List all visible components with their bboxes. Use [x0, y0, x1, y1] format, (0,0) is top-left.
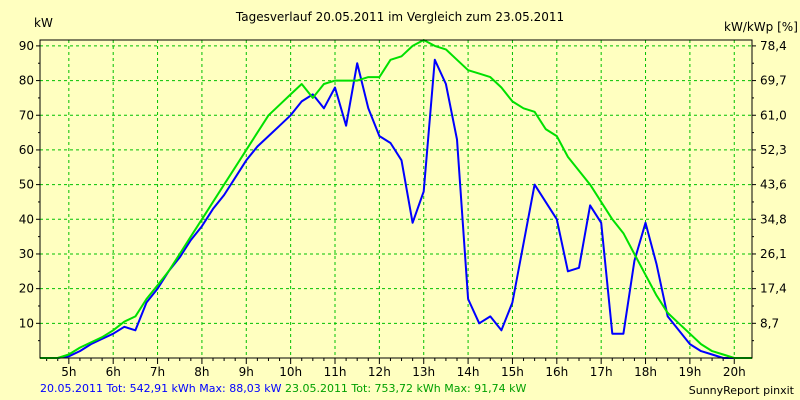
- x-tick-label: 15h: [501, 365, 524, 379]
- y-left-tick-label: 10: [19, 316, 34, 330]
- y-right-tick-label: 52,3: [760, 143, 787, 157]
- plot-frame: [39, 39, 753, 359]
- y-left-tick-label: 50: [19, 178, 34, 192]
- y-right-tick-label: 17,4: [760, 282, 787, 296]
- chart-title: Tagesverlauf 20.05.2011 im Vergleich zum…: [235, 10, 565, 24]
- y-right-tick-label: 8,7: [760, 316, 779, 330]
- y-right-tick-label: 34,8: [760, 212, 787, 226]
- x-tick-label: 18h: [634, 365, 657, 379]
- x-tick-label: 6h: [106, 365, 121, 379]
- x-tick-label: 8h: [194, 365, 209, 379]
- x-tick-label: 13h: [412, 365, 435, 379]
- y-left-tick-label: 20: [19, 282, 34, 296]
- x-tick-label: 16h: [545, 365, 568, 379]
- x-tick-label: 9h: [239, 365, 254, 379]
- y-right-tick-label: 69,7: [760, 74, 787, 88]
- footer-summary: 20.05.2011 Tot: 542,91 kWh Max: 88,03 kW…: [40, 382, 526, 395]
- x-tick-label: 17h: [590, 365, 613, 379]
- series-line-2: [40, 39, 752, 359]
- y-left-tick-label: 30: [19, 247, 34, 261]
- y-right-tick-label: 78,4: [760, 39, 787, 53]
- x-tick-label: 5h: [61, 365, 76, 379]
- y-left-tick-label: 40: [19, 212, 34, 226]
- y-left-tick-label: 60: [19, 143, 34, 157]
- footer-series1-summary: 20.05.2011 Tot: 542,91 kWh Max: 88,03 kW: [40, 382, 282, 395]
- footer-series2-summary: 23.05.2011 Tot: 753,72 kWh Max: 91,74 kW: [284, 382, 527, 395]
- x-tick-label: 11h: [324, 365, 347, 379]
- x-tick-label: 7h: [150, 365, 165, 379]
- series-line-1: [40, 58, 752, 359]
- x-tick-label: 12h: [368, 365, 391, 379]
- x-tick-label: 19h: [678, 365, 701, 379]
- y-axis-left-label: kW: [34, 16, 53, 30]
- y-left-tick-label: 80: [19, 74, 34, 88]
- y-left-tick-label: 70: [19, 108, 34, 122]
- y-right-tick-label: 26,1: [760, 247, 787, 261]
- source-label: SunnyReport pinxit: [688, 384, 794, 397]
- y-axis-right-label: kW/kWp [%]: [724, 20, 798, 34]
- y-right-tick-label: 61,0: [760, 108, 787, 122]
- y-right-tick-label: 43,6: [760, 178, 787, 192]
- x-tick-label: 10h: [279, 365, 302, 379]
- x-tick-label: 20h: [723, 365, 746, 379]
- y-left-tick-label: 90: [19, 39, 34, 53]
- x-tick-label: 14h: [457, 365, 480, 379]
- plot-area: [40, 40, 752, 358]
